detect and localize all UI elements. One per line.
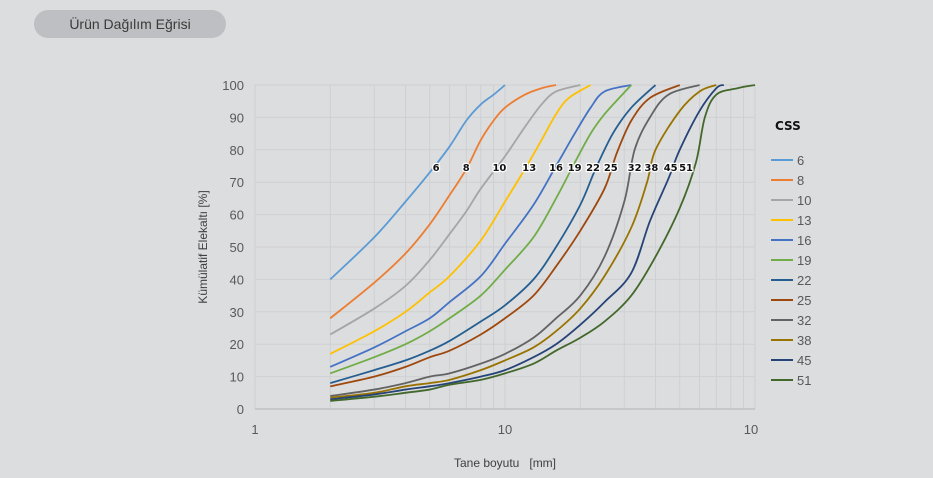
legend-item-32: 32	[797, 313, 811, 328]
curve-labels: 6 8 10 13 16 19 22 25 32 38 45 51	[431, 162, 694, 176]
y-axis-label: Kümülatif Elekaltı [%]	[196, 190, 210, 303]
x-axis-label: Tane boyutu [mm]	[454, 456, 556, 470]
curve-label-45: 45	[664, 163, 678, 174]
legend-item-25: 25	[797, 293, 811, 308]
y-tick-label: 0	[237, 402, 244, 417]
curve-label-6: 6	[433, 163, 440, 174]
series-line-45	[330, 84, 725, 401]
tab-product-distribution-curve[interactable]: Ürün Dağılım Eğrisi	[34, 10, 226, 38]
curve-label-51: 51	[679, 163, 693, 174]
x-tick-label: 10	[744, 422, 758, 437]
legend-item-51: 51	[797, 373, 811, 388]
y-tick-label: 80	[230, 143, 244, 158]
curve-label-25: 25	[604, 163, 618, 174]
curve-label-32: 32	[628, 163, 642, 174]
legend-item-8: 8	[797, 173, 804, 188]
curve-label-16: 16	[549, 163, 563, 174]
series-line-6	[329, 84, 506, 281]
legend-item-22: 22	[797, 273, 811, 288]
series-line-13	[329, 84, 592, 355]
series-line-16	[329, 84, 632, 368]
chart-legend: CSS 6 8 10 13 16 19 22 25 32 38 45 51	[771, 119, 811, 388]
curve-label-13: 13	[522, 163, 536, 174]
series-line-32	[330, 84, 700, 397]
y-tick-label: 50	[230, 240, 244, 255]
x-tick-label: 1	[251, 422, 258, 437]
series-line-38	[330, 84, 717, 399]
series-line-19	[329, 84, 632, 375]
chart-series	[329, 84, 756, 402]
y-tick-label: 70	[230, 175, 244, 190]
y-tick-label: 40	[230, 272, 244, 287]
legend-item-38: 38	[797, 333, 811, 348]
legend-item-16: 16	[797, 233, 811, 248]
x-axis-ticks: 1 10 10	[251, 422, 758, 437]
series-line-22	[330, 84, 657, 384]
legend-item-6: 6	[797, 153, 804, 168]
series-line-51	[330, 84, 756, 402]
curve-label-8: 8	[463, 163, 470, 174]
series-line-8	[329, 84, 557, 319]
y-axis-ticks: 0 10 20 30 40 50 60 70 80 90 100	[222, 78, 244, 417]
y-tick-label: 20	[230, 337, 244, 352]
series-line-25	[330, 84, 681, 388]
y-tick-label: 30	[230, 305, 244, 320]
y-tick-label: 100	[222, 78, 244, 93]
curve-label-22: 22	[586, 163, 600, 174]
y-tick-label: 60	[230, 208, 244, 223]
y-tick-label: 10	[230, 370, 244, 385]
curve-label-10: 10	[492, 163, 506, 174]
legend-item-10: 10	[797, 193, 811, 208]
series-line-10	[329, 84, 581, 336]
curve-label-38: 38	[644, 163, 658, 174]
x-tick-label: 10	[498, 422, 512, 437]
legend-title: CSS	[775, 119, 801, 133]
legend-item-19: 19	[797, 253, 811, 268]
legend-item-45: 45	[797, 353, 811, 368]
curve-label-19: 19	[568, 163, 582, 174]
y-tick-label: 90	[230, 110, 244, 125]
legend-item-13: 13	[797, 213, 811, 228]
